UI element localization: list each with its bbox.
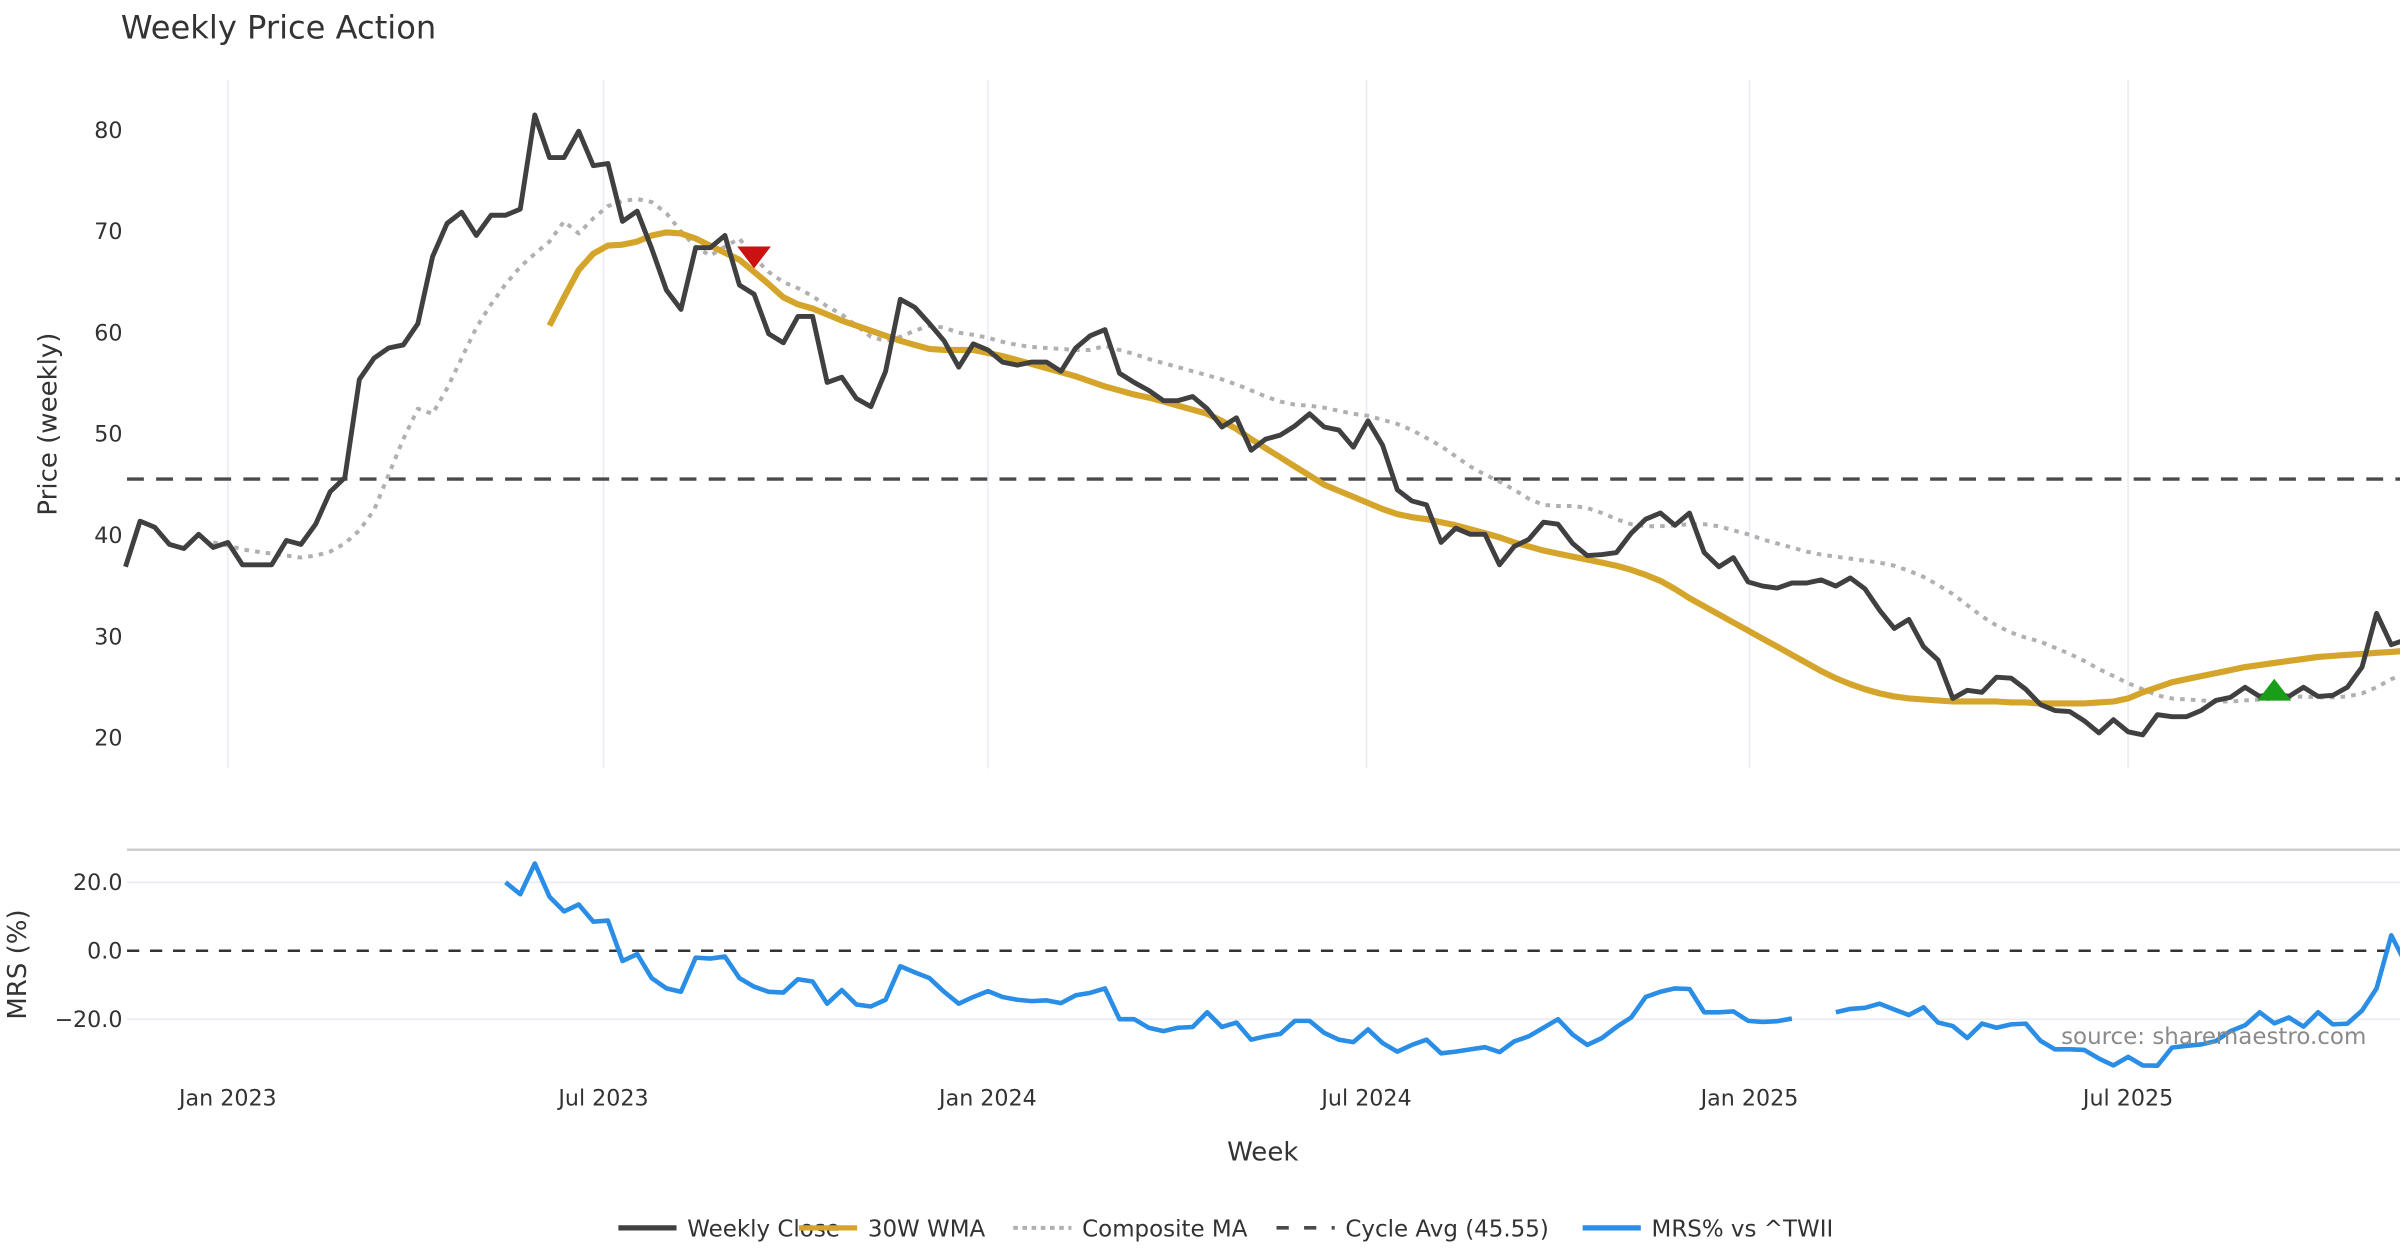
x-tick-label: Jul 2025 xyxy=(2081,1085,2173,1111)
sell-signal-marker xyxy=(737,246,771,269)
price-y-tick-label: 20 xyxy=(94,726,122,752)
signal-markers xyxy=(737,246,2292,701)
mrs-y-tick-label: −20.0 xyxy=(54,1007,122,1033)
chart-title: Weekly Price Action xyxy=(121,8,436,46)
price-y-tick-label: 60 xyxy=(94,320,122,346)
mrs-series xyxy=(504,861,2400,1069)
x-tick-label: Jan 2025 xyxy=(1699,1085,1799,1111)
legend-label: MRS% vs ^TWII xyxy=(1652,1216,1834,1242)
x-tick-label: Jul 2023 xyxy=(556,1085,648,1111)
mrs-panel: 20.0 0.0 −20.0 MRS (%) source: sharemaestr… xyxy=(3,861,2400,1069)
price-y-tick-label: 30 xyxy=(94,624,122,650)
price-x-gridlines xyxy=(227,79,2129,769)
mrs-y-axis-title: MRS (%) xyxy=(3,909,33,1019)
price-y-tick-label: 50 xyxy=(94,422,122,448)
source-watermark: source: sharemaestro.com xyxy=(2061,1024,2366,1050)
series-mrs-vs-twii xyxy=(504,861,1793,1056)
x-tick-label: Jan 2024 xyxy=(937,1085,1037,1111)
legend-label: Cycle Avg (45.55) xyxy=(1345,1216,1548,1242)
mrs-y-gridlines xyxy=(127,881,2400,1020)
legend-label: Composite MA xyxy=(1082,1216,1248,1242)
series-weekly-close xyxy=(123,112,2400,738)
price-y-axis: 20 30 40 50 60 70 80 xyxy=(94,118,122,752)
price-y-tick-label: 80 xyxy=(94,118,122,144)
price-y-tick-label: 70 xyxy=(94,219,122,245)
buy-signal-marker xyxy=(2257,678,2292,701)
x-tick-label: Jan 2023 xyxy=(177,1085,277,1111)
mrs-y-tick-label: 0.0 xyxy=(87,938,122,964)
mrs-y-axis: 20.0 0.0 −20.0 xyxy=(54,870,122,1033)
price-y-axis-title: Price (weekly) xyxy=(34,333,64,516)
x-axis-title: Week xyxy=(1227,1137,1298,1167)
price-panel: 20 30 40 50 60 70 80 Price (weekly) xyxy=(34,79,2400,769)
legend: Weekly Close 30W WMA Composite MA Cycle Avg… xyxy=(618,1216,1833,1242)
price-y-tick-label: 40 xyxy=(94,523,122,549)
price-series xyxy=(123,112,2400,738)
series-composite-ma xyxy=(212,197,2400,704)
x-axis: Jan 2023 Jul 2023 Jan 2024 Jul 2024 Jan 2025… xyxy=(177,1085,2173,1111)
mrs-y-tick-label: 20.0 xyxy=(73,870,122,896)
series-30w-wma xyxy=(546,229,2400,707)
legend-label: 30W WMA xyxy=(868,1216,986,1242)
series-mrs-vs-twii xyxy=(1835,932,2400,1069)
x-tick-label: Jul 2024 xyxy=(1319,1085,1411,1111)
